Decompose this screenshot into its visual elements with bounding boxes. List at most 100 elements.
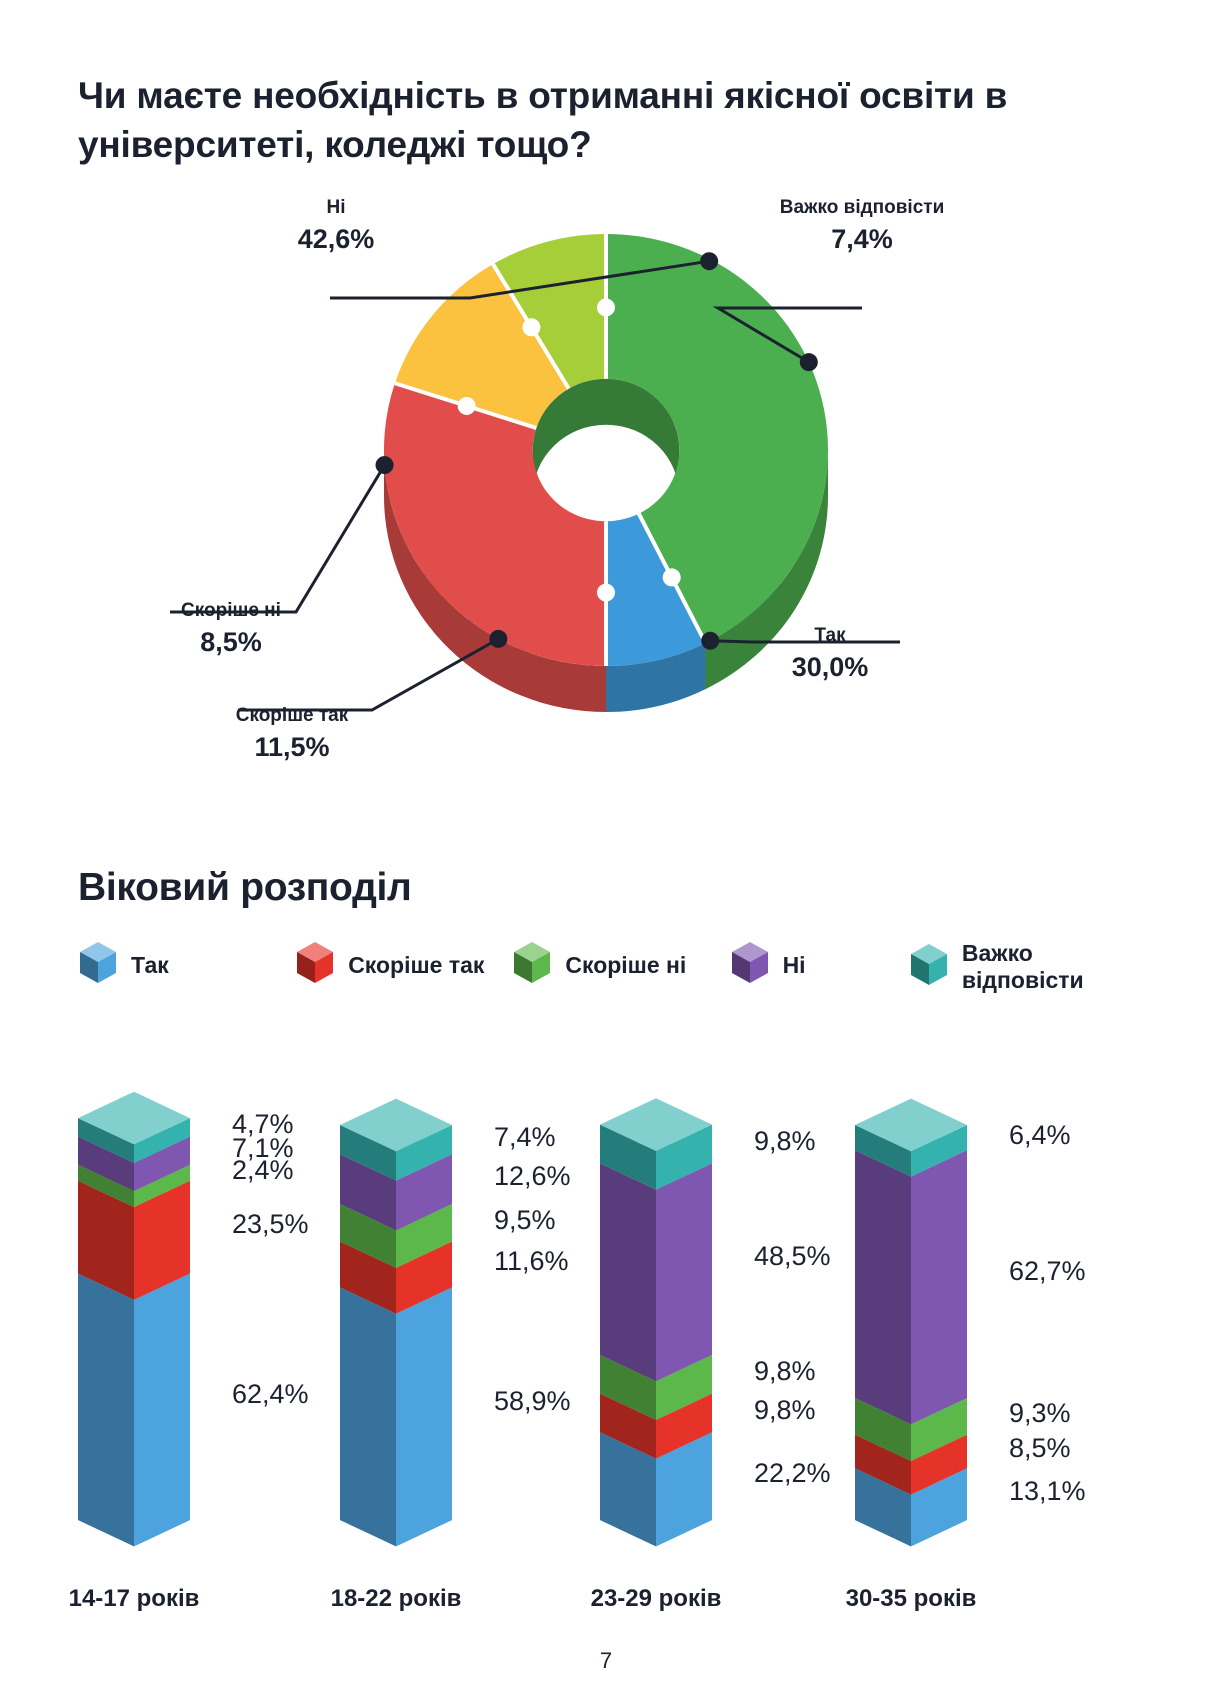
legend-item-label: Ні xyxy=(782,951,806,978)
leader-dot-4 xyxy=(375,456,394,475)
legend-item-skorishe-tak[interactable]: Скоріше так xyxy=(295,940,512,991)
legend-item-label: Так xyxy=(131,951,169,978)
leader-dot-1 xyxy=(799,353,818,372)
cube-icon xyxy=(80,942,116,983)
donut-leader-dots xyxy=(375,252,818,650)
bar-column-svg xyxy=(78,1091,190,1547)
donut-slice-depth-1 xyxy=(606,643,706,712)
callout-ni-value: 42,6% xyxy=(297,224,375,254)
donut-puzzle-notch xyxy=(597,298,615,317)
legend-item-vazhko-vidpovisty[interactable]: Важко відповісти xyxy=(909,940,1138,994)
callout-ni-label: Ні xyxy=(326,197,346,218)
bar-segment-value: 48,5% xyxy=(754,1241,831,1272)
bar-category-label: 23-29 років xyxy=(590,1585,722,1612)
bar-category-label: 18-22 років xyxy=(330,1585,462,1612)
callout-ni: Ні 42,6% xyxy=(236,197,436,255)
bar-segment-value: 7,4% xyxy=(494,1121,556,1152)
donut-slice-depth-2 xyxy=(384,450,606,712)
legend: Так Скоріше так Скоріше ні Ні Важко відп… xyxy=(78,940,1138,994)
donut-puzzle-notch xyxy=(597,583,615,602)
bar-segment-value: 4,7% xyxy=(232,1109,294,1140)
donut-slice-4[interactable] xyxy=(492,234,606,389)
leader-line-1 xyxy=(712,306,862,364)
cube-icon xyxy=(78,940,118,991)
bar-segment-value: 8,5% xyxy=(1009,1433,1071,1464)
bar-segment-важко-відповісти[interactable] xyxy=(600,1098,712,1190)
bar-column-4: 13,1% 8,5% 9,3% 62,7% 6,4% xyxy=(855,960,1155,1600)
donut-inner-wall xyxy=(532,378,680,496)
cube-icon xyxy=(731,942,768,983)
callout-tak-label: Так xyxy=(814,625,846,646)
cube-icon xyxy=(910,943,947,985)
bar-segment-value: 9,8% xyxy=(754,1356,816,1387)
callout-skorishe-tak-label: Скоріше так xyxy=(235,705,349,726)
bar-segment-value: 13,1% xyxy=(1009,1476,1086,1507)
age-section-title: Віковий розподіл xyxy=(78,866,412,909)
bar-segment-value: 2,4% xyxy=(232,1154,294,1185)
donut-leader-lines xyxy=(170,259,900,712)
bar-segment-value: 22,2% xyxy=(754,1458,831,1489)
stacked-bar-chart: 62,4% 23,5% 2,4% 7,1% 4,7% 14-17 років 58,9% 11… xyxy=(0,960,1212,1640)
leader-dot-2 xyxy=(701,631,720,650)
donut-chart-svg xyxy=(170,234,900,712)
cube-icon xyxy=(297,942,334,983)
cube-icon xyxy=(512,940,552,991)
bar-segment-value: 9,8% xyxy=(754,1125,816,1156)
cube-icon xyxy=(730,940,770,991)
legend-item-label: Скоріше так xyxy=(348,951,485,978)
callout-vazhko-label: Важко відповісти xyxy=(779,197,945,218)
bar-segment-value: 9,5% xyxy=(494,1204,556,1235)
bar-column-svg xyxy=(340,1098,452,1547)
bar-category-label: 30-35 років xyxy=(845,1585,977,1612)
callout-skorishe-tak: Скоріше так 11,5% xyxy=(182,705,402,763)
leader-line-0 xyxy=(330,259,710,300)
callout-tak: Так 30,0% xyxy=(740,625,920,683)
donut-slice-3[interactable] xyxy=(394,264,569,428)
bar-column-1: 62,4% 23,5% 2,4% 7,1% 4,7% xyxy=(78,960,378,1600)
callout-vazhko-value: 7,4% xyxy=(831,224,893,254)
callout-skorishe-ni-label: Скоріше ні xyxy=(181,600,281,621)
bar-column-svg xyxy=(600,1098,712,1547)
bar-column-3: 22,2% 9,8% 9,8% 48,5% 9,8% xyxy=(600,960,900,1600)
callout-vazhko: Важко відповісти 7,4% xyxy=(722,197,1002,255)
bar-segment-value: 9,8% xyxy=(754,1394,816,1425)
bar-column-2: 58,9% 11,6% 9,5% 12,6% 7,4% xyxy=(340,960,640,1600)
donut-puzzle-notch xyxy=(662,568,681,587)
donut-puzzle-notches xyxy=(394,234,708,666)
donut-puzzle-notch xyxy=(522,318,541,337)
donut-depth-layer xyxy=(384,378,828,712)
callout-skorishe-ni: Скоріше ні 8,5% xyxy=(136,600,326,658)
donut-slice-depth-0 xyxy=(705,450,828,690)
bar-segment-value: 7,1% xyxy=(232,1132,294,1163)
callout-skorishe-tak-value: 11,5% xyxy=(254,732,330,762)
bar-column-svg xyxy=(855,1098,967,1547)
callout-tak-value: 30,0% xyxy=(791,652,869,682)
donut-slice-1[interactable] xyxy=(606,513,706,666)
leader-line-3 xyxy=(238,637,500,712)
bar-segment-важко-відповісти[interactable] xyxy=(78,1091,190,1163)
page-number: 7 xyxy=(599,1648,613,1673)
bar-segment-value: 58,9% xyxy=(494,1385,571,1416)
bar-segment-value: 62,7% xyxy=(1009,1256,1086,1287)
callout-skorishe-ni-value: 8,5% xyxy=(200,627,262,657)
bar-segment-value: 9,3% xyxy=(1009,1398,1071,1429)
donut-chart: Ні 42,6% Важко відповісти 7,4% Так 30,0%… xyxy=(0,180,1212,780)
donut-puzzle-notch xyxy=(457,396,476,415)
legend-item-tak[interactable]: Так xyxy=(78,940,295,991)
legend-item-skorishe-ni[interactable]: Скоріше ні xyxy=(512,940,729,991)
page-title: Чи маєте необхідність в отриманні якісно… xyxy=(78,75,1008,165)
bar-segment-value: 12,6% xyxy=(494,1161,571,1192)
leader-dot-0 xyxy=(700,252,719,271)
legend-item-label: Скоріше ні xyxy=(565,951,687,978)
donut-slices-layer xyxy=(383,234,828,666)
cube-icon xyxy=(514,942,551,983)
bar-segment-value: 6,4% xyxy=(1009,1119,1071,1150)
donut-slice-0[interactable] xyxy=(606,234,828,644)
donut-slice-2[interactable] xyxy=(383,383,606,666)
cube-icon xyxy=(295,940,335,991)
leader-line-2 xyxy=(710,639,900,644)
bar-segment-value: 62,4% xyxy=(232,1378,309,1409)
legend-item-ni[interactable]: Ні xyxy=(730,940,909,991)
bar-category-label: 14-17 років xyxy=(68,1585,200,1612)
bar-segment-value: 23,5% xyxy=(232,1209,309,1240)
